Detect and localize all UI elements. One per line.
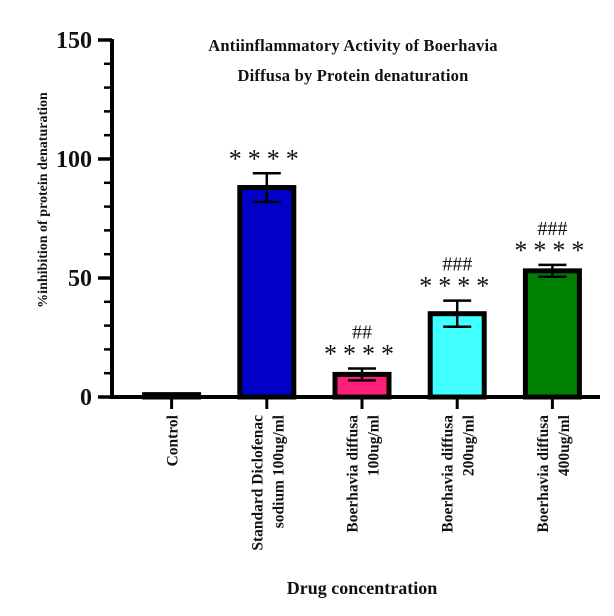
x-axis-label: Drug concentration xyxy=(286,578,438,598)
x-tick-label: Boerhavia diffusa xyxy=(440,415,457,533)
x-tick-label: Boerhavia diffusa xyxy=(345,415,362,533)
significance-marker: **** xyxy=(514,236,590,265)
bar xyxy=(237,185,297,400)
x-tick-label: sodium 100ug/ml xyxy=(270,414,287,528)
x-tick-label: 400ug/ml xyxy=(556,414,573,476)
bar xyxy=(142,392,202,400)
x-tick-label: Control xyxy=(165,414,182,466)
x-tick-label: Standard Diclofenac xyxy=(249,415,266,551)
comparison-marker: ### xyxy=(537,218,567,240)
y-tick-label: 150 xyxy=(56,28,92,54)
y-tick-label: 100 xyxy=(56,147,92,173)
bar xyxy=(522,268,582,400)
significance-marker: **** xyxy=(229,144,305,173)
x-tick-label: 100ug/ml xyxy=(366,414,383,476)
x-tick-label: Boerhavia diffusa xyxy=(535,415,552,533)
comparison-marker: ### xyxy=(442,254,472,276)
significance-marker: **** xyxy=(324,339,400,368)
y-tick-label: 50 xyxy=(68,266,92,292)
y-tick-label: 0 xyxy=(80,385,92,411)
comparison-marker: ## xyxy=(352,321,372,343)
chart-title-line-2: Diffusa by Protein denaturation xyxy=(237,66,469,85)
significance-marker: **** xyxy=(419,272,495,301)
chart-title-line-1: Antiinflammatory Activity of Boerhavia xyxy=(208,36,498,55)
x-tick-label: 200ug/ml xyxy=(461,414,478,476)
